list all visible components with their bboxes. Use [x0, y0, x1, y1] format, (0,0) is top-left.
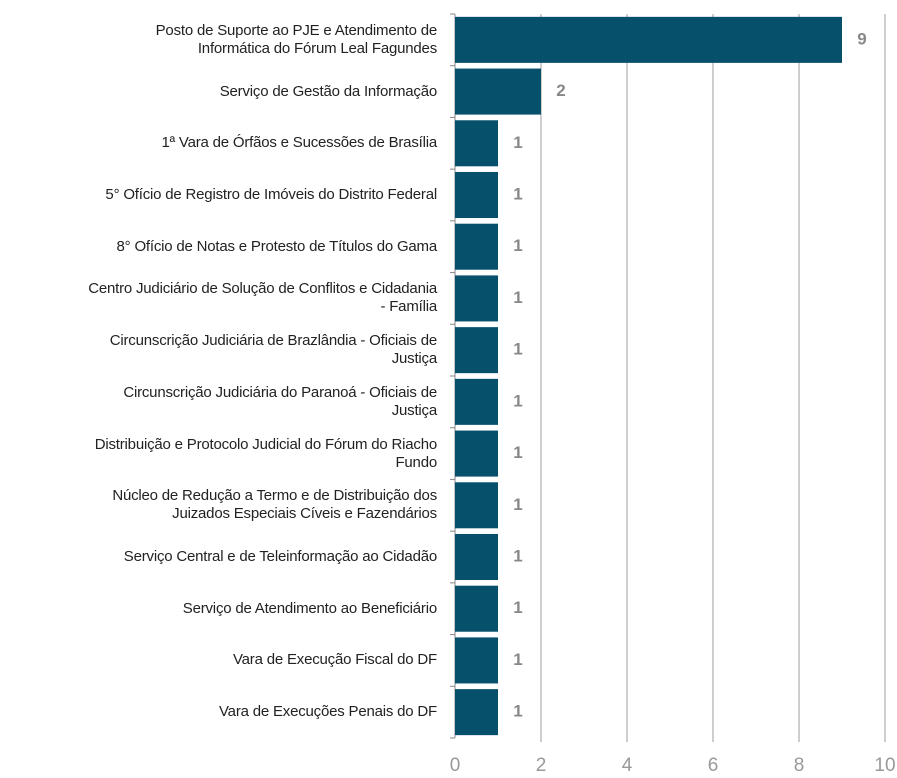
- bar: [455, 533, 498, 581]
- category-label: Núcleo de Redução a Termo e de Distribui…: [112, 487, 437, 523]
- value-label: 1: [513, 546, 522, 565]
- x-tick-label: 4: [622, 755, 633, 776]
- bar: [455, 327, 498, 374]
- bar: [455, 689, 498, 736]
- x-tick-label: 10: [874, 755, 895, 776]
- category-label: Circunscrição Judiciária do Paranoá - Of…: [123, 383, 437, 419]
- value-label: 1: [513, 650, 522, 669]
- x-tick-label: 6: [708, 755, 719, 776]
- bar: [455, 378, 498, 425]
- bar: [455, 171, 498, 219]
- x-tick-label: 0: [450, 755, 461, 776]
- value-label: 1: [513, 288, 522, 307]
- category-label: Serviço Central e de Teleinformação ao C…: [123, 548, 437, 565]
- value-label: 2: [556, 81, 565, 100]
- category-label: Vara de Execuções Penais do DF: [218, 703, 437, 721]
- value-label: 1: [513, 340, 522, 359]
- value-label: 1: [513, 133, 522, 152]
- value-label: 1: [513, 184, 522, 203]
- x-tick-label: 8: [794, 755, 805, 776]
- bar: [455, 275, 498, 322]
- category-label: 5° Ofício de Registro de Imóveis do Dist…: [105, 186, 437, 203]
- value-label: 9: [857, 29, 866, 48]
- category-label: 8° Ofício de Notas e Protesto de Títulos…: [116, 237, 438, 255]
- bar: [455, 16, 842, 63]
- bar: [455, 637, 498, 684]
- value-label: 1: [513, 236, 522, 255]
- bar: [455, 223, 498, 270]
- category-label: 1ª Vara de Órfãos e Sucessões de Brasíli…: [161, 134, 437, 152]
- category-label: Posto de Suporte ao PJE e Atendimento de…: [155, 21, 438, 57]
- category-label: Serviço de Atendimento ao Beneficiário: [182, 599, 437, 617]
- x-tick-label: 2: [536, 755, 547, 776]
- value-label: 1: [513, 443, 522, 462]
- value-label: 1: [513, 391, 522, 410]
- bar: [455, 585, 498, 632]
- category-label: Centro Judiciário de Solução de Conflito…: [88, 280, 437, 316]
- value-label: 1: [513, 702, 522, 721]
- bar: [455, 482, 498, 529]
- category-label: Vara de Execução Fiscal do DF: [232, 651, 437, 669]
- category-label: Serviço de Gestão da Informação: [219, 82, 437, 100]
- bar: [455, 68, 541, 115]
- category-label: Distribuição e Protocolo Judicial do Fór…: [94, 435, 437, 471]
- value-label: 1: [513, 598, 522, 617]
- category-label: Circunscrição Judiciária de Brazlândia -…: [109, 332, 437, 368]
- bar: [455, 430, 498, 477]
- bar: [455, 120, 498, 167]
- value-label: 1: [513, 495, 522, 514]
